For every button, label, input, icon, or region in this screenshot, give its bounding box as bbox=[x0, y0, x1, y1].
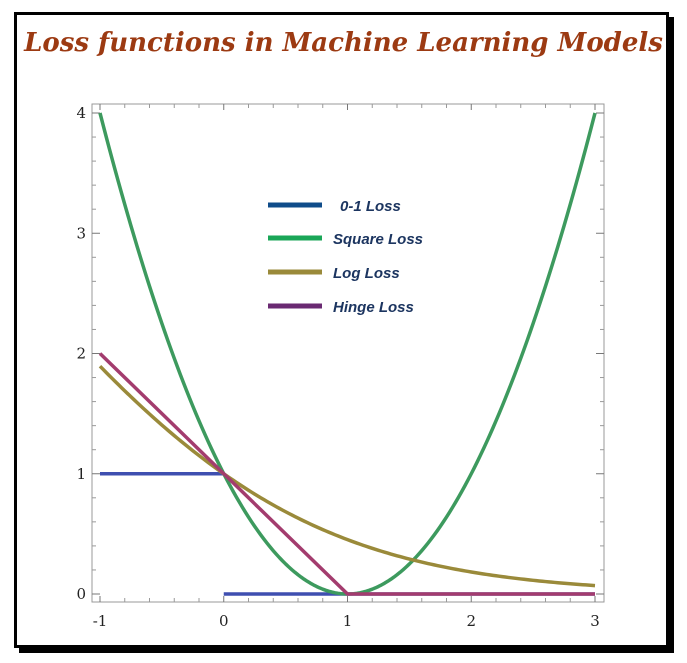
series-lines bbox=[98, 112, 597, 596]
y-tick-label: 2 bbox=[76, 345, 86, 363]
x-tick-label: 3 bbox=[590, 612, 600, 630]
x-tick-label: 1 bbox=[343, 612, 353, 630]
x-tick-label: 0 bbox=[219, 612, 229, 630]
chart-title: Loss functions in Machine Learning Model… bbox=[24, 28, 663, 58]
y-tick-label: 3 bbox=[76, 224, 86, 242]
axis-ticks: 0 1 2 3 4 -1 0 1 2 3 bbox=[76, 104, 604, 630]
legend: 0-1 Loss Square Loss Log Loss Hinge Loss bbox=[268, 198, 423, 316]
plot-area-border bbox=[91, 103, 605, 603]
legend-0-1-loss-label: 0-1 Loss bbox=[340, 198, 401, 215]
y-tick-label: 1 bbox=[76, 465, 86, 483]
x-tick-label: 2 bbox=[466, 612, 476, 630]
x-tick-label: -1 bbox=[93, 612, 108, 630]
series-hinge-loss-line bbox=[98, 352, 595, 596]
y-tick-label: 0 bbox=[76, 585, 86, 603]
chart-frame bbox=[14, 12, 669, 648]
legend-square-loss-label: Square Loss bbox=[333, 231, 423, 248]
series-square-loss-line bbox=[98, 112, 597, 596]
series-log-loss-line bbox=[98, 364, 596, 588]
legend-log-loss-label: Log Loss bbox=[333, 265, 400, 282]
y-tick-label: 4 bbox=[76, 104, 86, 122]
legend-hinge-loss-label: Hinge Loss bbox=[333, 299, 414, 316]
